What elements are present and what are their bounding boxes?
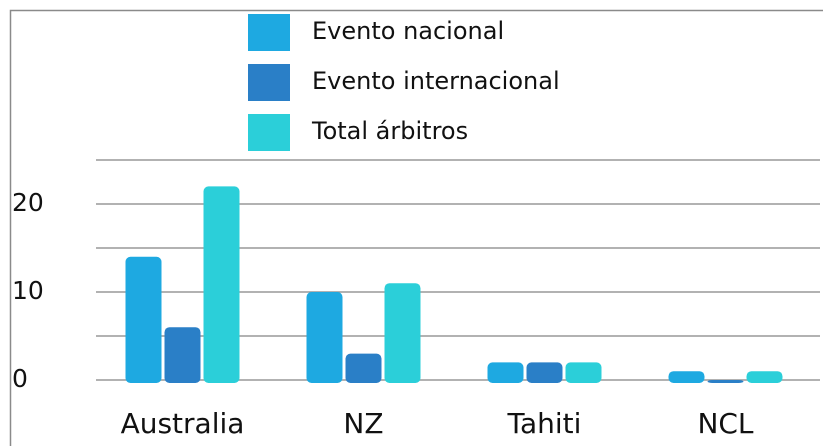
bar — [345, 353, 382, 383]
bar — [746, 371, 783, 383]
x-tick-label: Tahiti — [507, 407, 582, 440]
bar — [164, 327, 201, 383]
bar — [565, 362, 602, 383]
bar — [203, 186, 240, 383]
bar — [526, 362, 563, 383]
legend-swatch — [248, 64, 290, 101]
bar — [707, 380, 744, 383]
x-tick-label: NZ — [343, 407, 383, 440]
y-tick-label: 0 — [12, 364, 28, 393]
bar — [668, 371, 705, 383]
legend-label: Evento nacional — [312, 17, 504, 45]
legend-label: Total árbitros — [311, 117, 468, 145]
legend-swatch — [248, 114, 290, 151]
legend-label: Evento internacional — [312, 67, 560, 95]
x-tick-label: Australia — [121, 407, 245, 440]
bar — [125, 256, 162, 383]
legend-swatch — [248, 14, 290, 51]
bar — [384, 283, 421, 383]
bar — [487, 362, 524, 383]
bar — [306, 292, 343, 383]
x-tick-label: NCL — [697, 407, 753, 440]
y-tick-label: 10 — [12, 276, 44, 305]
y-tick-label: 20 — [12, 188, 44, 217]
frame — [9, 9, 823, 446]
